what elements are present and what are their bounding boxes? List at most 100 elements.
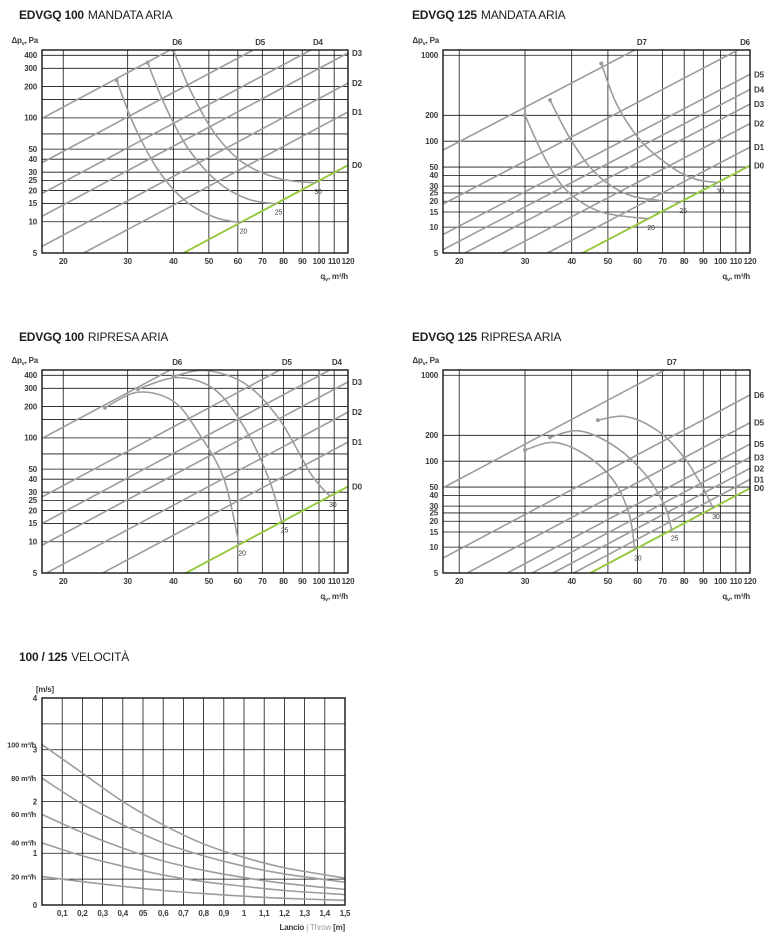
svg-text:D4: D4	[313, 38, 324, 47]
svg-text:200: 200	[24, 82, 37, 91]
svg-text:0,1: 0,1	[57, 909, 68, 918]
svg-text:50: 50	[604, 257, 613, 266]
svg-text:Lancio | Throw [m]: Lancio | Throw [m]	[280, 923, 346, 932]
svg-text:15: 15	[430, 208, 439, 217]
svg-text:110: 110	[328, 577, 341, 586]
svg-text:200: 200	[425, 111, 438, 120]
svg-text:40: 40	[169, 257, 178, 266]
svg-text:40: 40	[567, 257, 576, 266]
svg-text:50: 50	[430, 163, 439, 172]
svg-text:qv, m³/h: qv, m³/h	[722, 592, 750, 603]
svg-text:0,2: 0,2	[77, 909, 88, 918]
svg-text:1000: 1000	[421, 371, 439, 380]
svg-text:20: 20	[59, 257, 68, 266]
svg-text:30: 30	[712, 514, 720, 521]
svg-text:120: 120	[744, 577, 757, 586]
chart-title: 100 / 125 VELOCITÀ	[19, 650, 129, 664]
svg-text:50: 50	[205, 257, 214, 266]
svg-text:D3: D3	[754, 100, 765, 109]
svg-text:100: 100	[313, 257, 326, 266]
chart-edvgq-125-ripresa-aria: EDVGQ 125 RIPRESA ARIA 20 30 40 50 60 70 80 90 10…	[392, 320, 784, 620]
svg-text:90: 90	[298, 577, 307, 586]
svg-text:D5: D5	[255, 38, 266, 47]
svg-text:30: 30	[716, 189, 724, 196]
svg-text:20: 20	[29, 186, 38, 195]
svg-text:30: 30	[29, 488, 38, 497]
svg-text:400: 400	[24, 371, 37, 380]
edvgq-125-mandata-plot-canvas: 20 30 40 50 60 70 80 90 100 110 120100020010050403…	[412, 36, 765, 283]
svg-text:D1: D1	[352, 108, 363, 117]
svg-text:60: 60	[234, 257, 243, 266]
svg-text:10: 10	[29, 218, 38, 227]
svg-text:15: 15	[29, 199, 38, 208]
chart-title: EDVGQ 100 MANDATA ARIA	[19, 8, 173, 22]
svg-text:1,5: 1,5	[340, 909, 351, 918]
svg-text:D6: D6	[172, 358, 183, 367]
svg-text:100: 100	[714, 257, 727, 266]
svg-text:4: 4	[33, 694, 38, 703]
chart-title-model: EDVGQ 100	[19, 330, 84, 344]
svg-text:D0: D0	[754, 484, 765, 493]
svg-text:30: 30	[29, 168, 38, 177]
svg-text:D7: D7	[637, 38, 648, 47]
svg-text:90: 90	[298, 257, 307, 266]
svg-text:90: 90	[699, 577, 708, 586]
svg-text:qv, m³/h: qv, m³/h	[722, 272, 750, 283]
svg-text:40: 40	[430, 491, 439, 500]
svg-text:20: 20	[647, 225, 655, 232]
svg-text:25: 25	[29, 496, 38, 505]
svg-text:10: 10	[29, 538, 38, 547]
svg-text:200: 200	[24, 402, 37, 411]
svg-text:20: 20	[29, 506, 38, 515]
svg-text:0,7: 0,7	[178, 909, 189, 918]
svg-text:20: 20	[59, 577, 68, 586]
chart-title-subject: RIPRESA ARIA	[480, 330, 562, 344]
svg-text:D4: D4	[754, 85, 765, 94]
svg-text:25: 25	[275, 210, 283, 217]
chart-edvgq-100-mandata-aria: EDVGQ 100 MANDATA ARIA 20 30 40 50 60 70 80 90 10…	[0, 0, 392, 300]
svg-text:50: 50	[29, 145, 38, 154]
chart-title-model: EDVGQ 125	[412, 8, 477, 22]
svg-text:25: 25	[430, 509, 439, 518]
svg-text:120: 120	[744, 257, 757, 266]
svg-text:15: 15	[430, 528, 439, 537]
svg-text:30: 30	[430, 502, 439, 511]
chart-100-125-velocita: 100 / 125 VELOCITÀ 0,1 0,2 0,3 0,4 05 0,6 0,7 0,…	[0, 640, 392, 949]
svg-text:1000: 1000	[421, 51, 439, 60]
svg-text:qv, m³/h: qv, m³/h	[320, 592, 348, 603]
svg-text:20: 20	[430, 197, 439, 206]
svg-text:D3: D3	[352, 49, 363, 58]
svg-text:30: 30	[521, 257, 530, 266]
svg-text:20 m³/h: 20 m³/h	[11, 872, 36, 881]
chart-title-subject: VELOCITÀ	[71, 650, 129, 664]
svg-text:110: 110	[730, 257, 743, 266]
svg-text:D1: D1	[352, 438, 363, 447]
edvgq-125-ripresa-plot-canvas: 20 30 40 50 60 70 80 90 100 110 120100020010050403…	[412, 356, 765, 603]
svg-text:80: 80	[279, 257, 288, 266]
svg-text:D2: D2	[352, 408, 363, 417]
svg-text:30: 30	[314, 189, 322, 196]
svg-text:110: 110	[730, 577, 743, 586]
svg-text:50: 50	[430, 483, 439, 492]
svg-text:D0: D0	[754, 162, 765, 171]
svg-text:80: 80	[680, 257, 689, 266]
chart-title-model: EDVGQ 125	[412, 330, 477, 344]
svg-text:0,4: 0,4	[118, 909, 129, 918]
svg-text:400: 400	[24, 51, 37, 60]
svg-text:30: 30	[430, 182, 439, 191]
svg-text:D2: D2	[352, 79, 363, 88]
svg-text:20: 20	[455, 577, 464, 586]
edvgq-100-ripresa-plot-canvas: 20 30 40 50 60 70 80 90 100 110 120400300200100504…	[11, 356, 363, 603]
svg-text:1,3: 1,3	[299, 909, 310, 918]
svg-text:1,1: 1,1	[259, 909, 270, 918]
svg-text:120: 120	[342, 257, 355, 266]
svg-text:50: 50	[604, 577, 613, 586]
svg-text:Δpv, Pa: Δpv, Pa	[412, 356, 439, 367]
svg-text:10: 10	[430, 223, 439, 232]
svg-text:80 m³/h: 80 m³/h	[11, 774, 36, 783]
svg-text:300: 300	[24, 64, 37, 73]
svg-text:100 m³/h: 100 m³/h	[7, 740, 36, 749]
svg-text:5: 5	[33, 569, 38, 578]
chart-title: EDVGQ 100 RIPRESA ARIA	[19, 330, 168, 344]
